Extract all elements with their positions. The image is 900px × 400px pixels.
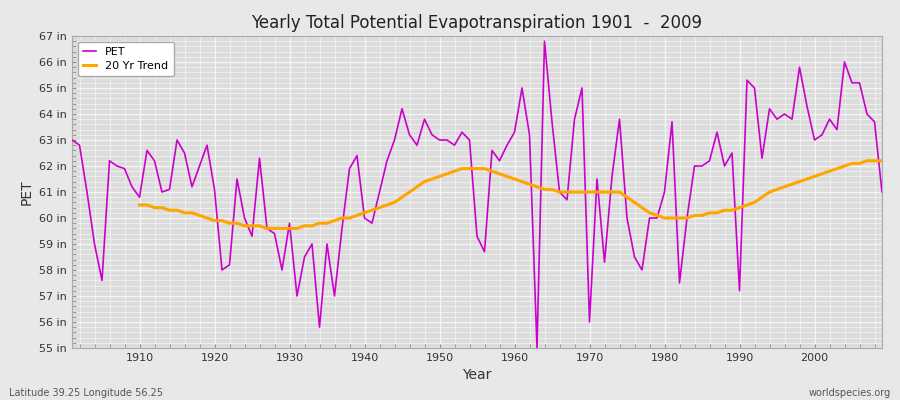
20 Yr Trend	[877, 158, 887, 163]
20 Yr Trend	[861, 158, 872, 163]
Title: Yearly Total Potential Evapotranspiration 1901  -  2009: Yearly Total Potential Evapotranspiratio…	[251, 14, 703, 32]
20 Yr Trend	[314, 221, 325, 226]
Line: 20 Yr Trend: 20 Yr Trend	[140, 161, 882, 228]
PET	[337, 226, 347, 231]
20 Yr Trend	[824, 169, 835, 174]
Line: PET: PET	[72, 41, 882, 348]
20 Yr Trend	[847, 161, 858, 166]
PET	[67, 138, 77, 142]
PET	[501, 143, 512, 148]
20 Yr Trend	[524, 182, 535, 187]
Y-axis label: PET: PET	[20, 179, 33, 205]
Text: worldspecies.org: worldspecies.org	[809, 388, 891, 398]
20 Yr Trend	[262, 226, 273, 231]
Text: Latitude 39.25 Longitude 56.25: Latitude 39.25 Longitude 56.25	[9, 388, 163, 398]
20 Yr Trend	[584, 190, 595, 194]
X-axis label: Year: Year	[463, 368, 491, 382]
PET	[877, 190, 887, 194]
20 Yr Trend	[284, 226, 295, 231]
PET	[509, 130, 520, 135]
PET	[532, 346, 543, 350]
PET	[127, 184, 138, 189]
PET	[292, 294, 302, 298]
Legend: PET, 20 Yr Trend: PET, 20 Yr Trend	[77, 42, 174, 76]
PET	[614, 117, 625, 122]
PET	[539, 39, 550, 44]
20 Yr Trend	[134, 202, 145, 207]
